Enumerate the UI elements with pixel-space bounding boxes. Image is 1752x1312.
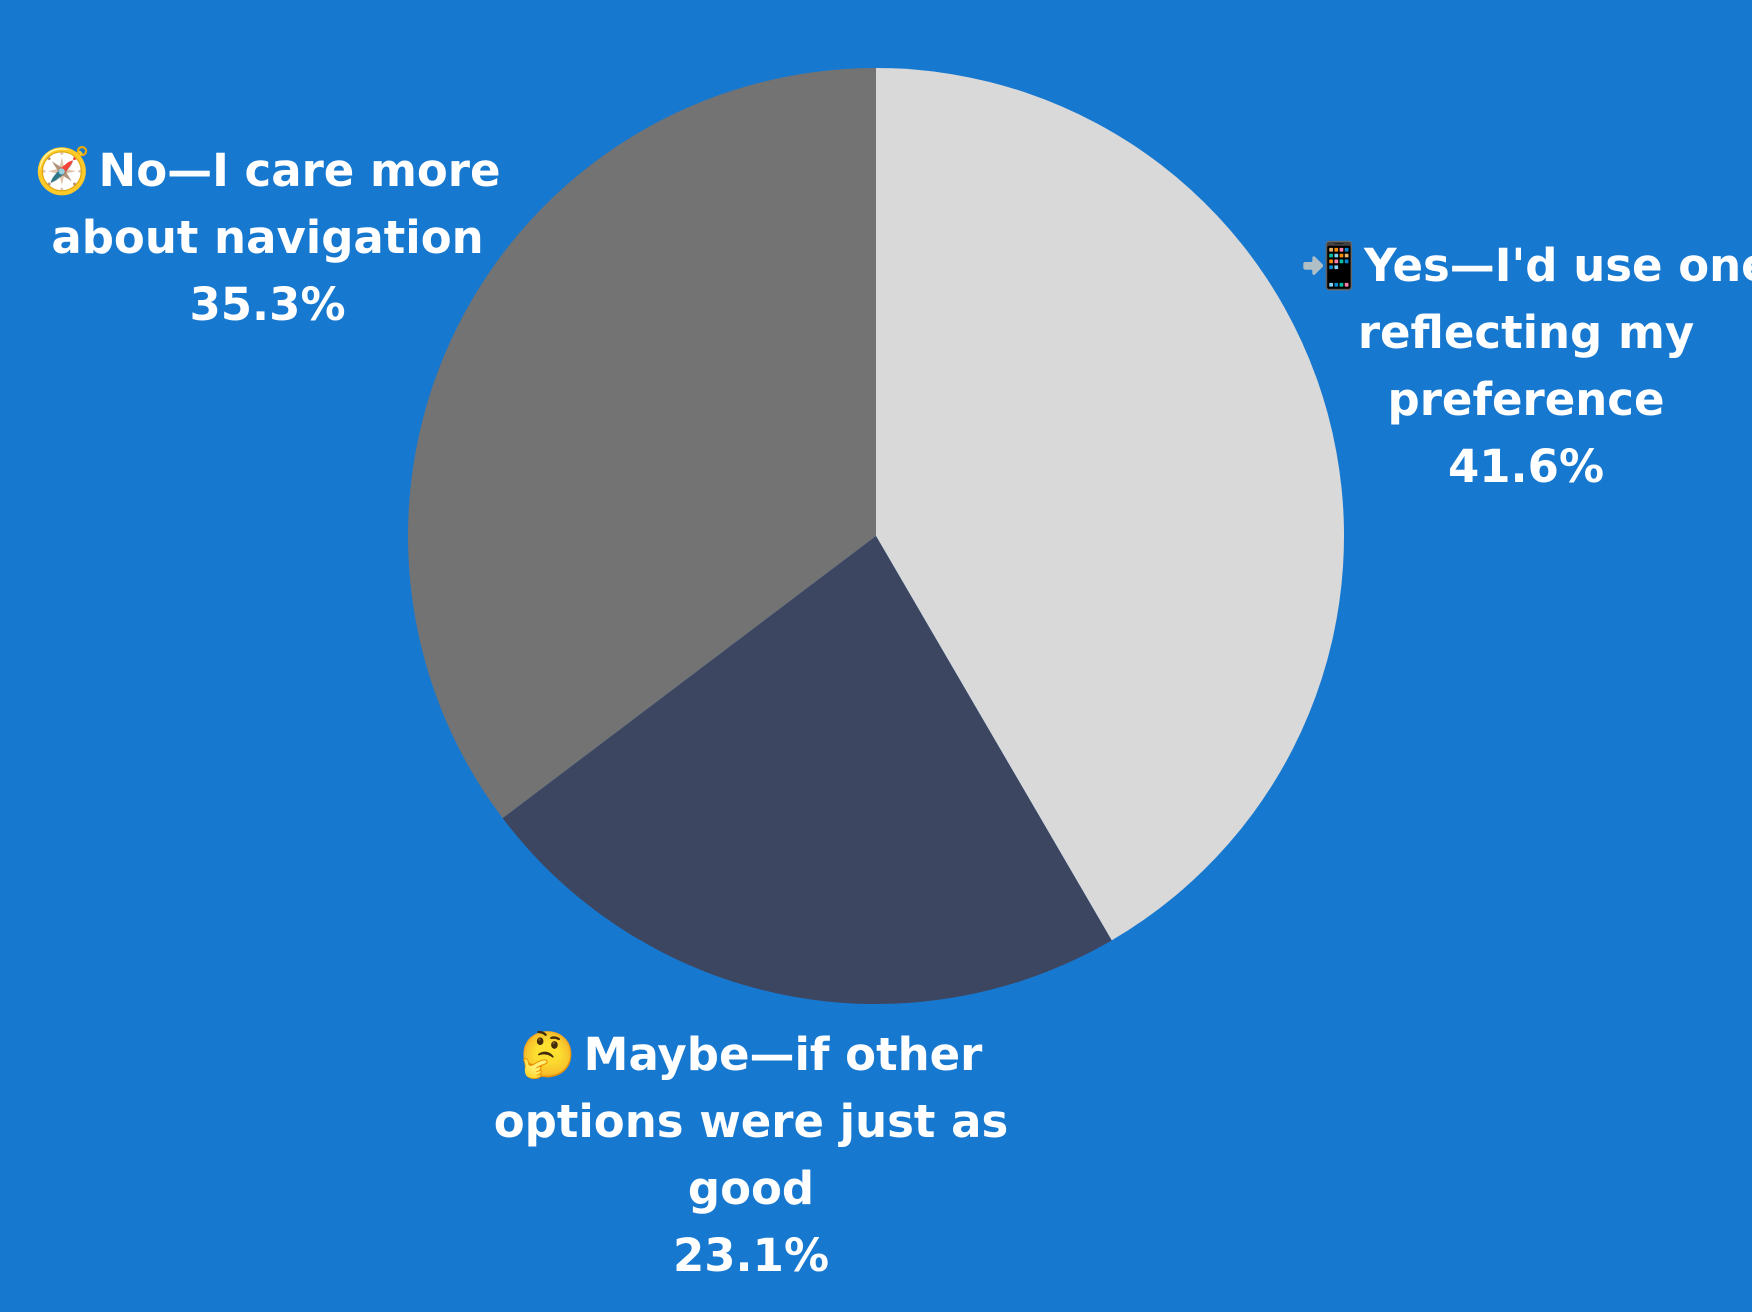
compass-icon: 🧭 bbox=[34, 144, 91, 197]
pie-slice-yes bbox=[876, 68, 1345, 941]
slice-label-yes-line-2: reflecting my bbox=[1357, 306, 1695, 359]
slice-label-maybe: 🤔 Maybe—if other options were just as goo… bbox=[475, 1021, 1027, 1289]
slice-label-yes: 📲 Yes—I'd use one reflecting my preferenc… bbox=[1300, 232, 1752, 500]
thinking-face-icon: 🤔 bbox=[519, 1028, 576, 1081]
pie-slice-maybe bbox=[502, 536, 1112, 1005]
slice-label-yes-text-1: Yes—I'd use one bbox=[1364, 239, 1752, 292]
slice-label-yes-line-3: preference bbox=[1387, 373, 1665, 426]
mobile-phone-arrow-icon: 📲 bbox=[1300, 239, 1357, 292]
pie-slices bbox=[407, 68, 1345, 1005]
slice-value-maybe: 23.1% bbox=[672, 1229, 830, 1282]
slice-label-yes-line-1: 📲 Yes—I'd use one bbox=[1300, 232, 1752, 299]
slice-label-maybe-line-1: 🤔 Maybe—if other bbox=[475, 1021, 1027, 1088]
slice-label-no-line-1: 🧭 No—I care more bbox=[30, 137, 505, 204]
slice-label-maybe-line-3: good bbox=[687, 1162, 815, 1215]
pie-slice-no bbox=[407, 68, 876, 819]
slice-value-yes: 41.6% bbox=[1447, 440, 1605, 493]
slice-label-no: 🧭 No—I care more about navigation 35.3% bbox=[30, 137, 505, 338]
slice-label-maybe-line-2: options were just as bbox=[493, 1095, 1009, 1148]
slice-label-no-line-2: about navigation bbox=[51, 211, 484, 264]
slice-label-maybe-text-1: Maybe—if other bbox=[583, 1028, 983, 1081]
slice-value-no: 35.3% bbox=[189, 278, 346, 331]
slice-label-no-text-1: No—I care more bbox=[98, 144, 501, 197]
